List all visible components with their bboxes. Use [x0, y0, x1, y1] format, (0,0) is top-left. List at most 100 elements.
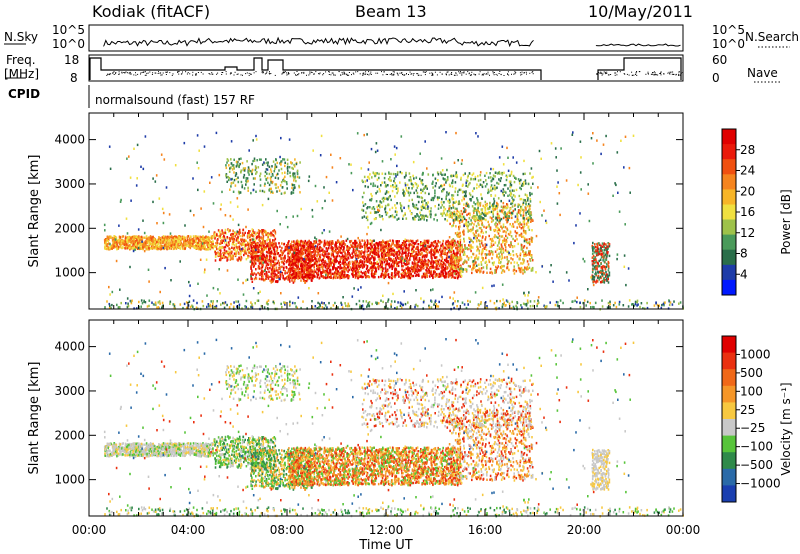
echo-cell: [270, 250, 273, 253]
echo-cell: [407, 252, 409, 256]
echo-cell: [271, 277, 273, 280]
echo-cell: [445, 273, 448, 277]
echo-cell: [383, 255, 385, 258]
echo-cell: [276, 280, 279, 284]
echo-cell: [346, 245, 349, 248]
echo-cell: [144, 236, 146, 239]
echo-cell: [259, 258, 261, 261]
echo-cell: [471, 221, 473, 225]
nave-point: [283, 72, 285, 74]
nave-point: [635, 72, 637, 74]
echo-cell: [265, 274, 267, 278]
echo-cell: [189, 243, 191, 246]
echo-cell: [222, 239, 225, 242]
echo-cell: [177, 237, 180, 240]
echo-cell: [326, 248, 329, 251]
echo-cell: [380, 257, 382, 260]
echo-cell: [184, 243, 186, 246]
echo-cell: [178, 240, 180, 243]
echo-cell: [496, 223, 499, 226]
echo-cell: [412, 266, 415, 269]
echo-cell: [416, 258, 418, 262]
echo-cell: [228, 230, 230, 233]
echo-cell: [318, 257, 320, 260]
echo-cell: [351, 245, 353, 248]
echo-cell: [458, 274, 460, 277]
echo-cell: [341, 254, 344, 257]
echo-cell: [362, 256, 364, 259]
echo-cell: [134, 240, 137, 243]
echo-cell: [478, 263, 480, 266]
echo-cell: [360, 252, 362, 255]
echo-cell: [216, 241, 219, 245]
nave-point: [479, 71, 481, 73]
echo-cell: [433, 270, 435, 274]
echo-cell: [339, 273, 341, 276]
echo-cell: [424, 263, 427, 266]
echo-cell: [237, 235, 239, 239]
echo-cell: [269, 256, 271, 259]
echo-cell: [267, 245, 269, 248]
echo-cell: [304, 242, 307, 245]
echo-cell: [175, 244, 178, 248]
echo-cell: [358, 260, 361, 263]
echo-cell: [259, 250, 261, 253]
echo-cell: [295, 248, 298, 251]
echo-cell: [258, 231, 261, 234]
echo-cell: [315, 258, 317, 261]
echo-cell: [308, 239, 310, 243]
echo-cell: [295, 242, 297, 246]
echo-cell: [464, 244, 466, 247]
echo-cell: [331, 245, 333, 249]
echo-cell: [164, 242, 166, 245]
echo-cell: [374, 247, 377, 251]
echo-cell: [295, 272, 298, 275]
nave-point: [363, 72, 365, 74]
echo-cell: [473, 223, 475, 226]
echo-cell: [252, 241, 254, 244]
echo-cell: [374, 271, 376, 274]
echo-cell: [229, 254, 231, 257]
echo-cell: [394, 271, 396, 274]
echo-cell: [504, 246, 507, 249]
echo-cell: [138, 243, 141, 247]
echo-cell: [462, 218, 464, 221]
echo-cell: [490, 220, 493, 223]
echo-cell: [252, 262, 255, 265]
echo-cell: [300, 260, 303, 264]
nave-point: [221, 72, 223, 73]
echo-cell: [516, 261, 518, 265]
echo-cell: [385, 254, 387, 257]
echo-cell: [347, 246, 350, 249]
echo-cell: [439, 241, 441, 244]
echo-cell: [221, 236, 224, 239]
echo-cell: [220, 256, 222, 260]
echo-cell: [223, 241, 226, 244]
echo-cell: [304, 256, 306, 259]
nave-point: [343, 71, 345, 73]
nave-point: [482, 73, 484, 75]
echo-cell: [295, 264, 297, 268]
echo-cell: [490, 242, 493, 245]
echo-cell: [397, 273, 399, 276]
echo-cell: [243, 238, 246, 242]
echo-cell: [199, 238, 201, 241]
echo-cell: [314, 240, 317, 243]
echo-cell: [391, 239, 394, 242]
echo-cell: [268, 234, 270, 237]
echo-cell: [320, 275, 323, 278]
echo-cell: [248, 234, 250, 237]
echo-cell: [410, 249, 413, 252]
echo-cell: [219, 235, 221, 238]
echo-cell: [305, 259, 308, 262]
echo-cell: [212, 244, 214, 247]
echo-cell: [300, 263, 302, 266]
echo-cell: [275, 263, 277, 266]
echo-cell: [290, 257, 292, 261]
echo-cell: [277, 269, 279, 272]
echo-cell: [290, 245, 292, 248]
nave-point: [315, 71, 317, 73]
nave-point: [425, 71, 427, 73]
echo-cell: [351, 260, 354, 264]
echo-cell: [203, 245, 206, 248]
